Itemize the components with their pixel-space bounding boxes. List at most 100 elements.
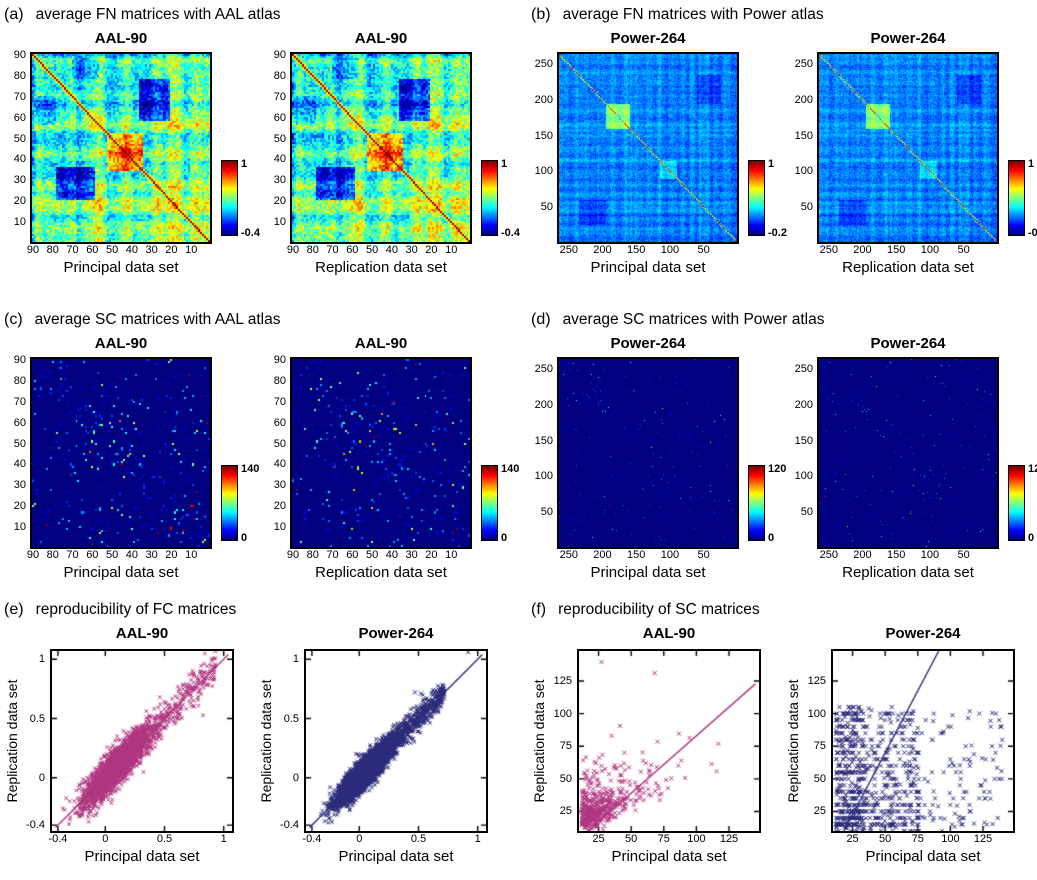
colorbar-min-label: -0.2 — [1028, 227, 1037, 239]
scatter-canvas — [833, 651, 1013, 831]
tick-label: 80 — [13, 374, 26, 387]
tick-label: 80 — [306, 549, 319, 561]
tick-label: 125 — [553, 675, 572, 687]
tick-label: 100 — [794, 165, 813, 178]
tick-label: 90 — [13, 49, 26, 62]
tick-label: 150 — [794, 129, 813, 142]
colorbar-gradient — [748, 160, 765, 236]
colorbar: 120 0 — [739, 357, 786, 549]
colorbar-gradient — [221, 465, 238, 541]
panel-title: average FN matrices with AAL atlas — [35, 6, 281, 23]
tick-label: 20 — [165, 244, 178, 256]
x-axis-label: Replication data set — [315, 259, 447, 276]
tick-label: 50 — [365, 244, 379, 256]
panel-e-header: (e) reproducibility of FC matrices — [4, 601, 519, 623]
colorbar-gradient — [1008, 465, 1025, 541]
x-axis-ticks: 250 200 150 100 50 — [817, 244, 999, 259]
panel-d-header: (d) average SC matrices with Power atlas — [531, 311, 1037, 333]
tick-label: 50 — [800, 200, 813, 213]
x-axis-label: Replication data set — [315, 564, 447, 581]
x-axis-ticks: 250 200 150 100 50 — [557, 244, 739, 259]
tick-label: 40 — [13, 458, 26, 471]
colorbar-min-label: 0 — [241, 532, 248, 544]
tick-label: 60 — [273, 111, 286, 124]
scatter-canvas — [579, 651, 759, 831]
tick-label: 50 — [957, 549, 970, 561]
panel-label: (f) — [531, 601, 547, 618]
tick-label: 30 — [273, 174, 286, 187]
x-axis-ticks: 90 80 70 60 50 40 30 20 10 — [287, 244, 472, 259]
heatmap-canvas — [819, 54, 997, 242]
panel-label: (c) — [4, 311, 23, 328]
y-axis-ticks: 90 80 70 60 50 40 30 20 10 — [264, 354, 290, 549]
tick-label: 10 — [185, 244, 198, 256]
y-axis-ticks: 250 200 150 100 50 — [531, 52, 557, 244]
panel-title: reproducibility of FC matrices — [35, 601, 237, 618]
subplot-title: Power-264 — [610, 335, 686, 352]
tick-label: 125 — [807, 675, 826, 687]
heatmap-canvas — [292, 54, 470, 242]
subplot-title: AAL-90 — [94, 335, 148, 352]
tick-label: 70 — [13, 90, 26, 103]
y-axis-label: Replication data set — [4, 679, 20, 803]
x-axis-label: Principal data set — [865, 848, 981, 865]
tick-label: 0 — [292, 771, 299, 784]
tick-label: 100 — [534, 165, 553, 178]
tick-label: 100 — [660, 244, 680, 256]
tick-label: 50 — [800, 505, 813, 518]
colorbar-min-label: -0.4 — [241, 227, 260, 239]
scatter-subplot: Power-264 Replication data set 25 50 75 100… — [785, 625, 1017, 865]
x-axis-ticks: 90 80 70 60 50 40 30 20 10 — [287, 549, 472, 564]
tick-label: 10 — [445, 549, 458, 561]
tick-label: 90 — [273, 49, 286, 62]
tick-label: 250 — [534, 58, 553, 71]
scatter-canvas — [306, 651, 486, 831]
x-axis-label: Principal data set — [590, 564, 706, 581]
tick-label: 100 — [941, 833, 960, 845]
tick-label: 40 — [385, 549, 398, 561]
tick-label: 250 — [794, 58, 813, 71]
subplot-title: AAL-90 — [94, 30, 148, 47]
colorbar-gradient — [481, 465, 498, 541]
heatmap-subplot: AAL-90 90 80 70 60 50 40 30 20 10 1 -0.4 90 80 70 6… — [264, 30, 520, 276]
matrix-plot — [290, 357, 472, 549]
y-axis-ticks: 90 80 70 60 50 40 30 20 10 — [4, 49, 30, 244]
colorbar: 140 0 — [472, 357, 519, 549]
heatmap-canvas — [32, 359, 210, 547]
tick-label: 0 — [38, 771, 45, 784]
colorbar-min-label: -0.2 — [768, 227, 787, 239]
x-axis-label: Principal data set — [338, 848, 454, 865]
tick-label: 1 — [220, 833, 227, 845]
tick-label: -0.4 — [48, 833, 68, 845]
tick-label: 150 — [887, 549, 906, 561]
colorbar: 120 0 — [999, 357, 1037, 549]
tick-label: 1 — [292, 653, 299, 666]
matrix-plot — [557, 357, 739, 549]
tick-label: 1 — [38, 653, 45, 666]
tick-label: -0.4 — [26, 819, 45, 832]
panel-b-header: (b) average FN matrices with Power atlas — [531, 6, 1037, 28]
matrix-plot — [290, 52, 472, 244]
heatmap-canvas — [559, 359, 737, 547]
matrix-plot — [817, 357, 999, 549]
tick-label: 100 — [807, 707, 826, 720]
tick-label: 40 — [125, 244, 138, 256]
y-axis-ticks: -0.4 0 0.5 1 — [274, 649, 304, 833]
x-axis-label: Principal data set — [63, 564, 179, 581]
tick-label: 250 — [534, 363, 553, 376]
scatter-subplot: AAL-90 Replication data set 25 50 75 100 125… — [531, 625, 763, 865]
tick-label: 60 — [273, 416, 286, 429]
tick-label: 70 — [66, 244, 79, 256]
tick-label: 0.5 — [410, 833, 427, 845]
matrix-plot — [30, 52, 212, 244]
tick-label: 90 — [273, 354, 286, 367]
tick-label: 50 — [273, 437, 286, 450]
tick-label: 150 — [534, 434, 553, 447]
x-axis-label: Replication data set — [842, 259, 974, 276]
tick-label: 10 — [185, 549, 198, 561]
tick-label: 125 — [973, 833, 993, 845]
tick-label: 200 — [593, 244, 612, 256]
panel-e: (e) reproducibility of FC matrices AAL-9… — [0, 597, 519, 880]
tick-label: 200 — [534, 93, 553, 106]
heatmap-canvas — [819, 359, 997, 547]
